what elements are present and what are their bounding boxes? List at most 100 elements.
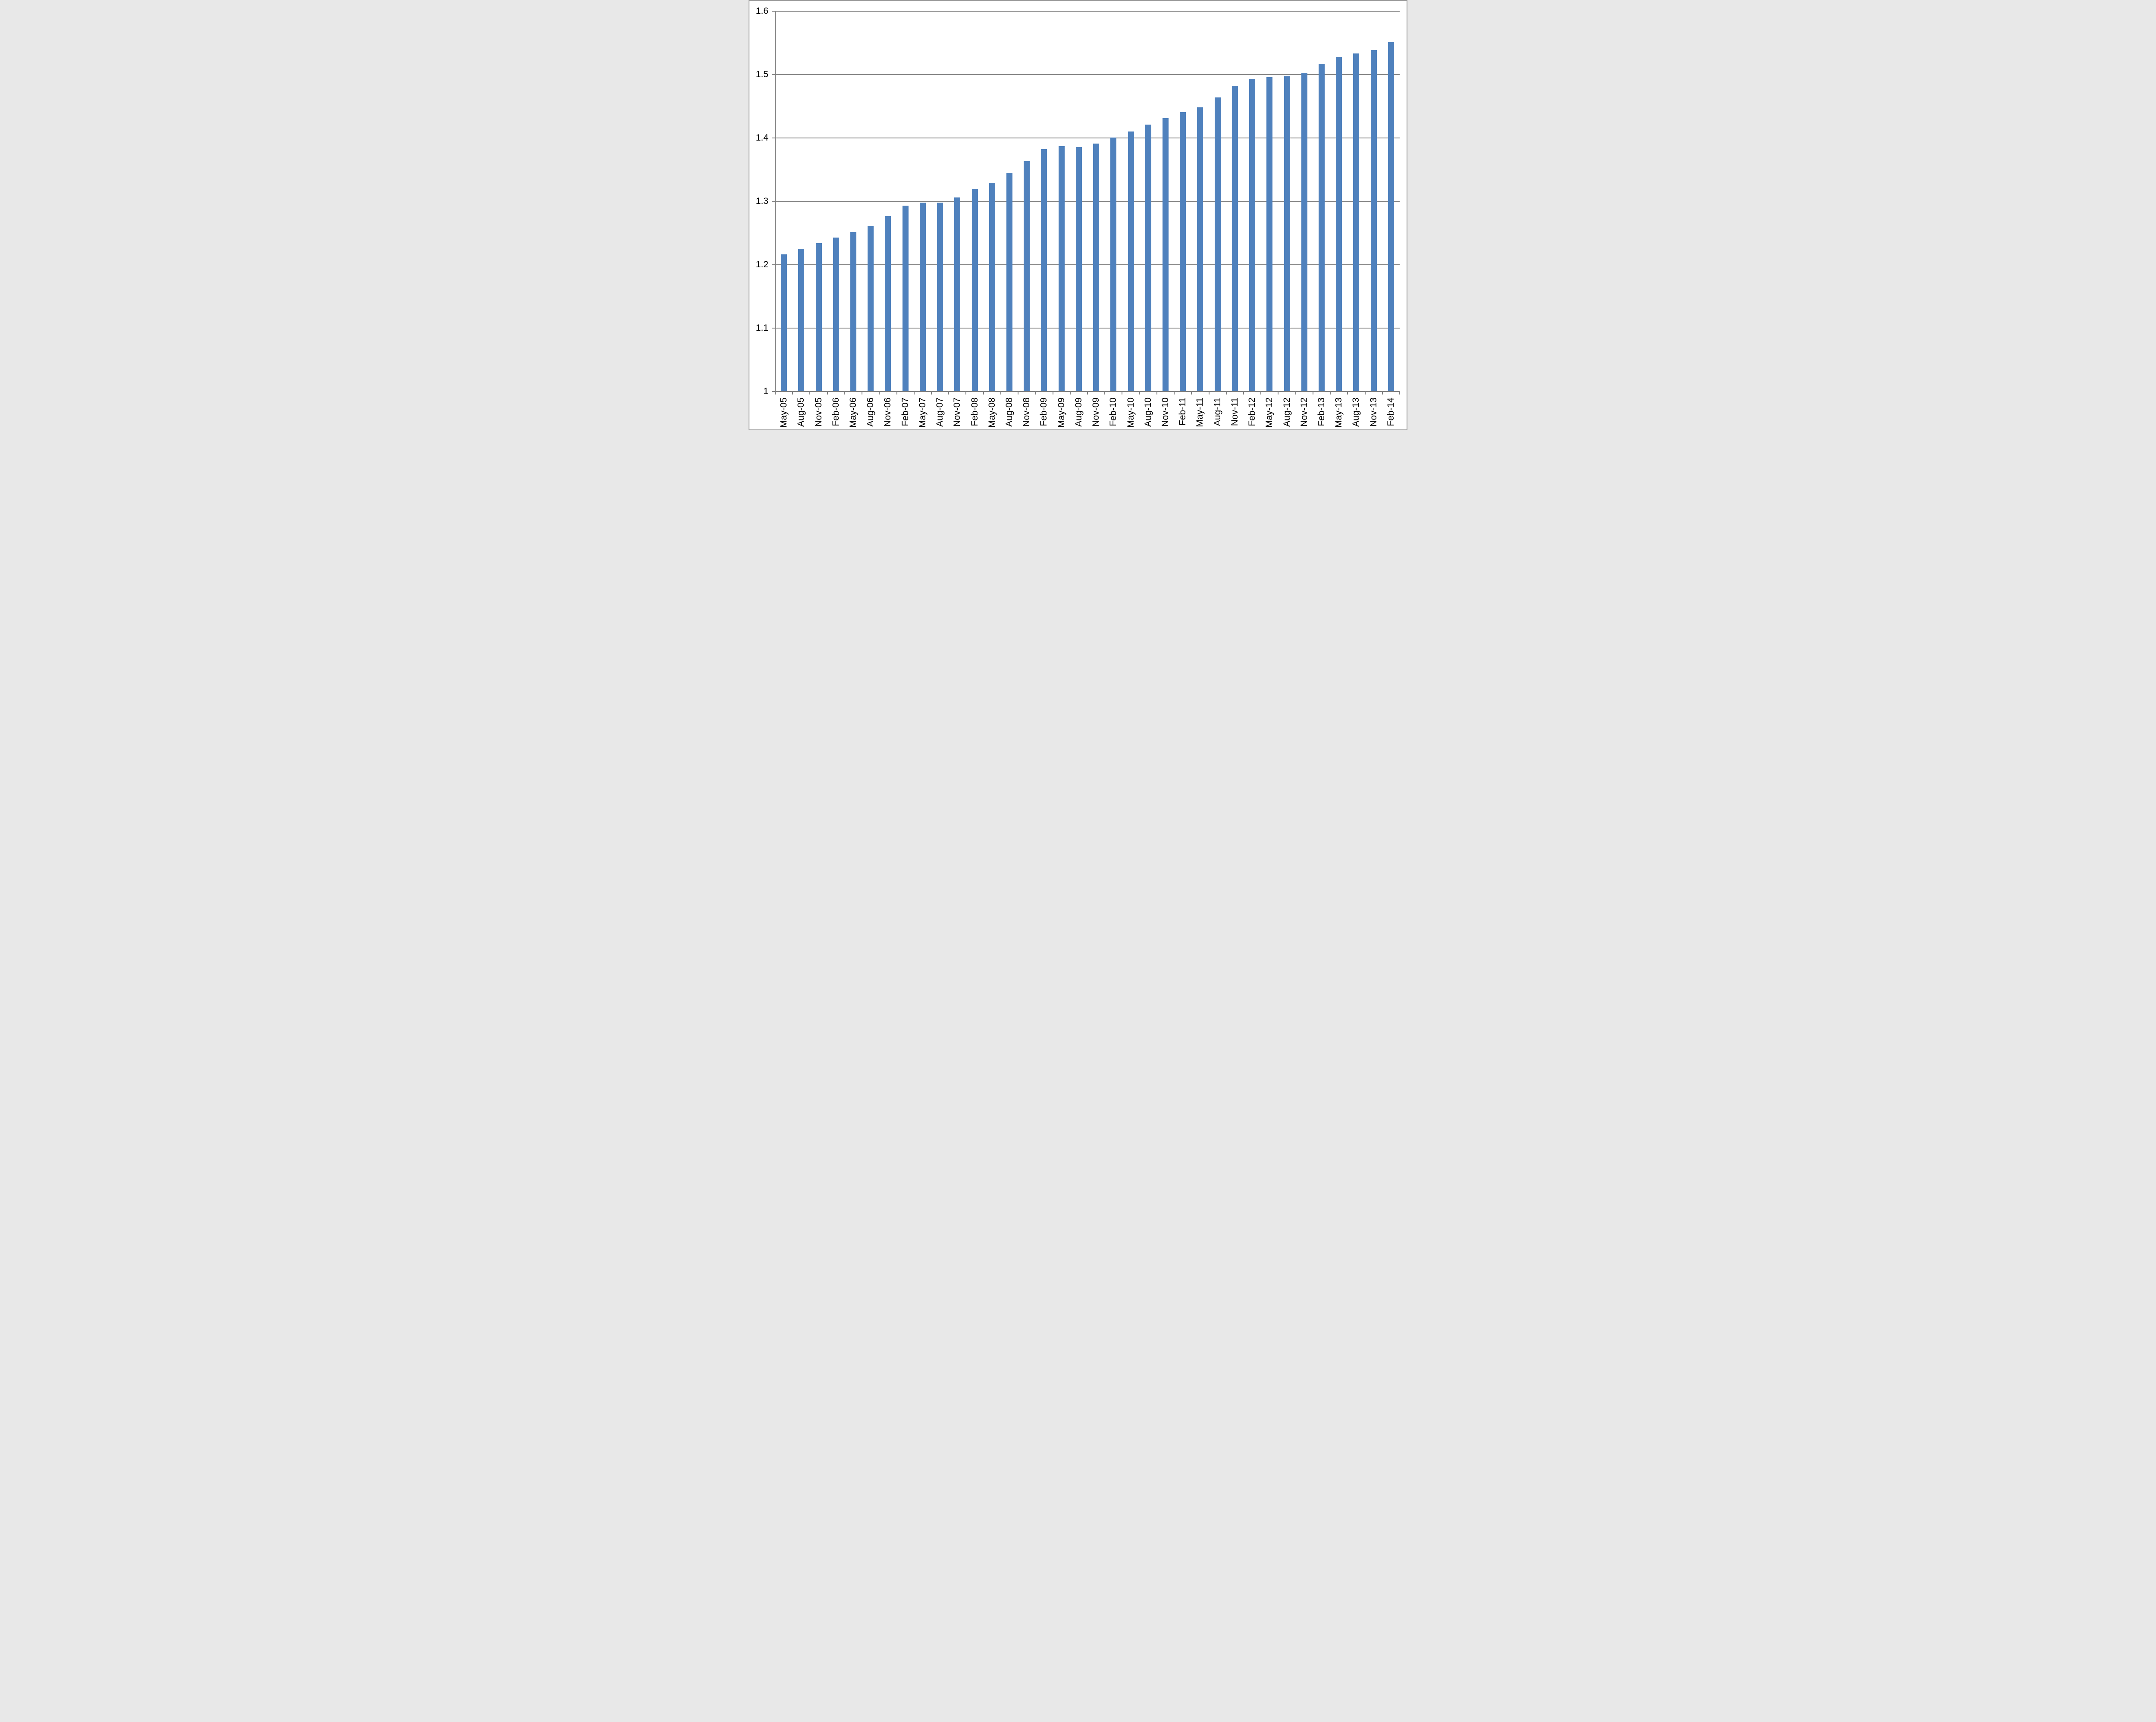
x-axis-tick-label: May-05 bbox=[779, 398, 789, 428]
x-axis-tick-label: Aug-13 bbox=[1351, 398, 1361, 427]
x-axis-tick-label: May-10 bbox=[1125, 398, 1136, 428]
x-axis-tick bbox=[1174, 391, 1175, 394]
bar bbox=[1266, 77, 1273, 391]
x-axis-tick-label: Aug-10 bbox=[1143, 398, 1153, 427]
x-axis-tick-label: Feb-06 bbox=[830, 398, 841, 426]
bar bbox=[815, 243, 822, 391]
bar bbox=[1336, 56, 1342, 391]
x-axis-tick-label: Nov-06 bbox=[883, 398, 893, 427]
bar bbox=[1319, 64, 1325, 391]
bar bbox=[1058, 146, 1065, 391]
x-axis-tick bbox=[1069, 391, 1071, 394]
x-axis-tick-label: May-08 bbox=[987, 398, 997, 428]
gridline bbox=[772, 74, 1400, 75]
x-axis-tick-label: May-11 bbox=[1195, 398, 1205, 427]
x-axis-tick bbox=[1399, 391, 1400, 394]
x-axis-tick-label: Feb-10 bbox=[1108, 398, 1119, 426]
x-axis-tick bbox=[1364, 391, 1366, 394]
x-axis-tick-label: Aug-05 bbox=[796, 398, 806, 427]
bar bbox=[868, 226, 874, 391]
bar bbox=[1214, 97, 1221, 391]
bar bbox=[989, 183, 995, 391]
bar bbox=[1075, 147, 1082, 391]
x-axis-tick bbox=[809, 391, 811, 394]
bar bbox=[902, 206, 909, 391]
x-axis-tick-label: Nov-08 bbox=[1022, 398, 1032, 427]
bar bbox=[1145, 125, 1151, 391]
y-axis-tick-label: 1.2 bbox=[755, 260, 768, 269]
x-axis-tick bbox=[948, 391, 950, 394]
bar bbox=[1006, 172, 1012, 391]
x-axis-tick bbox=[1243, 391, 1244, 394]
y-axis-tick-label: 1.6 bbox=[755, 6, 768, 16]
bar bbox=[1041, 149, 1047, 391]
y-axis-tick-label: 1.3 bbox=[755, 196, 768, 206]
bar bbox=[1353, 53, 1360, 391]
x-axis-tick bbox=[844, 391, 845, 394]
bar bbox=[833, 237, 839, 391]
bar bbox=[1093, 144, 1100, 391]
x-axis-tick-label: May-06 bbox=[848, 398, 858, 428]
x-axis-tick-label: Aug-06 bbox=[865, 398, 876, 427]
x-axis-tick bbox=[896, 391, 897, 394]
x-axis-tick bbox=[1208, 391, 1210, 394]
gridline bbox=[772, 11, 1400, 12]
x-axis-tick bbox=[1295, 391, 1296, 394]
y-axis-tick-label: 1.1 bbox=[755, 323, 768, 333]
x-axis-tick-label: Aug-08 bbox=[1004, 398, 1014, 427]
bar bbox=[1370, 50, 1377, 391]
x-axis-tick-label: Feb-12 bbox=[1247, 398, 1257, 426]
x-axis-tick-label: Nov-12 bbox=[1299, 398, 1309, 427]
x-axis-tick bbox=[792, 391, 793, 394]
x-axis-tick bbox=[1104, 391, 1106, 394]
x-axis-tick bbox=[1191, 391, 1192, 394]
x-axis-tick-label: Feb-09 bbox=[1039, 398, 1049, 426]
x-axis-tick bbox=[1139, 391, 1140, 394]
x-axis-tick-label: Aug-12 bbox=[1282, 398, 1292, 427]
x-axis-tick bbox=[1278, 391, 1279, 394]
x-axis-tick-label: Feb-14 bbox=[1385, 398, 1396, 426]
bar bbox=[937, 202, 943, 391]
bar bbox=[1110, 137, 1117, 391]
x-axis-tick bbox=[1225, 391, 1227, 394]
y-axis-tick-label: 1.5 bbox=[755, 69, 768, 79]
x-axis-tick bbox=[913, 391, 915, 394]
gridline bbox=[772, 264, 1400, 265]
x-axis-tick-label: Nov-07 bbox=[952, 398, 962, 427]
x-axis-tick-label: Nov-13 bbox=[1368, 398, 1379, 427]
bar bbox=[919, 202, 926, 391]
x-axis-tick-label: Feb-13 bbox=[1316, 398, 1326, 426]
x-axis-tick bbox=[1260, 391, 1262, 394]
x-axis-tick bbox=[775, 391, 776, 394]
x-axis-tick bbox=[1382, 391, 1383, 394]
x-axis-tick bbox=[827, 391, 828, 394]
bar bbox=[1284, 76, 1290, 391]
x-axis-tick-label: Feb-11 bbox=[1178, 398, 1188, 426]
y-axis-tick-label: 1 bbox=[763, 386, 768, 396]
x-axis-line bbox=[772, 391, 1400, 392]
x-axis-tick-label: Nov-11 bbox=[1229, 398, 1240, 426]
x-axis-tick-label: Feb-07 bbox=[900, 398, 910, 426]
x-axis-tick bbox=[1035, 391, 1036, 394]
x-axis-tick-label: Aug-07 bbox=[935, 398, 945, 427]
bar bbox=[798, 249, 805, 391]
x-axis-tick-label: Nov-05 bbox=[813, 398, 824, 427]
gridline bbox=[772, 328, 1400, 329]
y-axis-tick-label: 1.4 bbox=[755, 133, 768, 143]
bar bbox=[1024, 161, 1030, 391]
x-axis-tick bbox=[965, 391, 967, 394]
bar bbox=[1180, 112, 1186, 391]
x-axis-tick bbox=[931, 391, 932, 394]
x-axis-tick-label: May-07 bbox=[917, 398, 928, 428]
x-axis-tick bbox=[1000, 391, 1001, 394]
y-axis-line bbox=[775, 11, 776, 394]
bar bbox=[1388, 42, 1394, 391]
bar bbox=[885, 216, 891, 391]
bar bbox=[1301, 73, 1307, 391]
bar bbox=[954, 197, 961, 391]
x-axis-tick-label: Aug-11 bbox=[1212, 398, 1222, 426]
x-axis-tick bbox=[1087, 391, 1088, 394]
bar bbox=[1197, 107, 1203, 391]
x-axis-tick-label: Nov-09 bbox=[1091, 398, 1101, 427]
x-axis-tick bbox=[1156, 391, 1157, 394]
